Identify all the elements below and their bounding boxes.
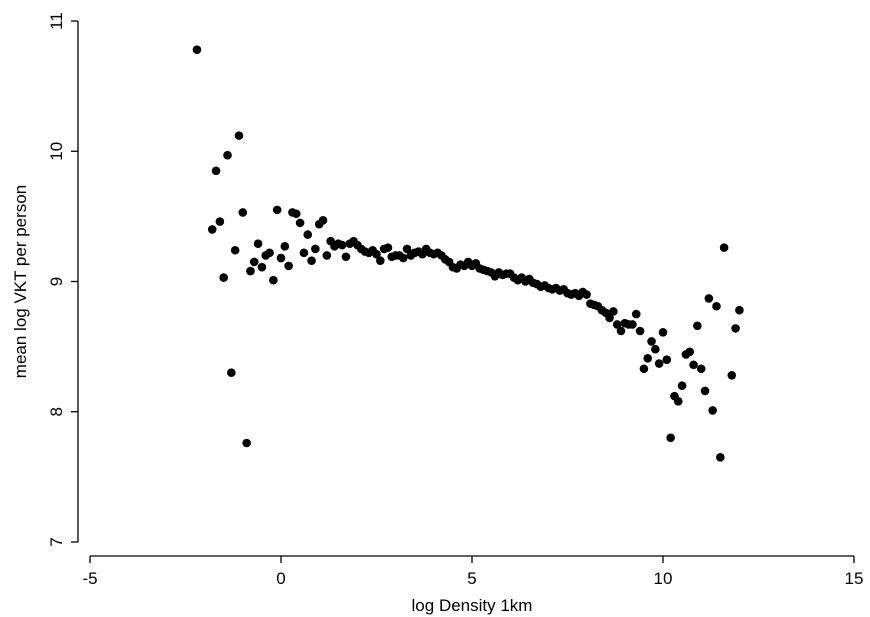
data-point bbox=[662, 355, 672, 364]
data-point bbox=[234, 131, 244, 140]
data-point bbox=[253, 239, 263, 249]
data-point bbox=[227, 368, 236, 377]
data-point bbox=[372, 249, 381, 259]
y-axis-title: mean log VKT per person bbox=[11, 185, 30, 378]
data-point bbox=[230, 245, 240, 255]
data-point bbox=[269, 275, 278, 285]
x-axis-ticks: -5 0 5 10 15 bbox=[82, 556, 863, 588]
data-point bbox=[402, 244, 412, 254]
data-point bbox=[582, 290, 591, 299]
data-point bbox=[207, 225, 217, 234]
data-point bbox=[654, 359, 664, 368]
data-point bbox=[658, 327, 668, 337]
x-tick-label: 5 bbox=[467, 569, 476, 588]
data-point bbox=[276, 253, 286, 263]
data-point bbox=[223, 150, 232, 160]
data-point bbox=[689, 360, 698, 370]
data-point bbox=[605, 313, 614, 323]
data-point bbox=[651, 344, 660, 354]
y-tick-label: 8 bbox=[47, 407, 66, 416]
data-point bbox=[712, 301, 721, 311]
data-point bbox=[211, 166, 221, 176]
data-point bbox=[666, 433, 675, 443]
data-point bbox=[272, 205, 282, 215]
data-point bbox=[219, 273, 228, 282]
data-point bbox=[246, 266, 255, 276]
data-point bbox=[291, 209, 301, 219]
data-point bbox=[628, 320, 637, 329]
data-point bbox=[322, 251, 332, 260]
data-point bbox=[376, 256, 385, 265]
data-point bbox=[341, 252, 351, 262]
data-point bbox=[631, 309, 641, 319]
data-point bbox=[609, 307, 618, 316]
data-point bbox=[249, 257, 259, 267]
data-point bbox=[677, 381, 687, 391]
x-tick-label: 0 bbox=[276, 569, 285, 588]
data-point bbox=[215, 217, 225, 226]
data-point bbox=[295, 218, 305, 228]
data-point bbox=[299, 248, 309, 258]
data-point bbox=[616, 326, 626, 336]
x-tick-label: 15 bbox=[845, 569, 864, 588]
data-point bbox=[192, 45, 202, 54]
y-axis-ticks: 7 8 9 10 11 bbox=[47, 12, 78, 547]
y-tick-label: 11 bbox=[47, 12, 66, 30]
y-tick-label: 10 bbox=[47, 142, 66, 161]
data-point bbox=[311, 244, 320, 254]
data-point bbox=[337, 240, 347, 250]
data-point bbox=[731, 324, 740, 333]
data-point bbox=[398, 253, 408, 263]
data-point bbox=[727, 370, 737, 380]
data-point bbox=[318, 215, 328, 225]
data-point bbox=[673, 397, 683, 406]
data-point bbox=[383, 243, 393, 252]
data-point bbox=[635, 326, 645, 336]
x-tick-label: -5 bbox=[82, 569, 97, 588]
data-point bbox=[265, 248, 274, 258]
data-point bbox=[716, 453, 725, 462]
data-point bbox=[700, 386, 710, 396]
data-point bbox=[685, 347, 695, 357]
data-point bbox=[708, 406, 717, 415]
y-tick-label: 7 bbox=[47, 537, 66, 546]
data-point bbox=[647, 337, 656, 346]
data-point bbox=[307, 256, 316, 265]
y-tick-label: 9 bbox=[47, 277, 66, 286]
data-point bbox=[242, 438, 251, 448]
x-tick-label: 10 bbox=[654, 569, 673, 588]
data-point bbox=[238, 208, 248, 217]
x-axis-title: log Density 1km bbox=[412, 596, 533, 615]
data-point bbox=[303, 230, 313, 239]
data-point bbox=[257, 262, 267, 272]
data-point bbox=[696, 364, 706, 374]
data-points bbox=[192, 45, 744, 462]
data-point bbox=[639, 364, 649, 374]
data-point bbox=[719, 243, 729, 252]
data-point bbox=[735, 305, 744, 315]
data-point bbox=[693, 321, 702, 331]
data-point bbox=[284, 261, 293, 271]
data-point bbox=[612, 320, 622, 329]
data-point bbox=[704, 294, 714, 303]
data-point bbox=[643, 354, 653, 363]
data-point bbox=[280, 242, 290, 251]
